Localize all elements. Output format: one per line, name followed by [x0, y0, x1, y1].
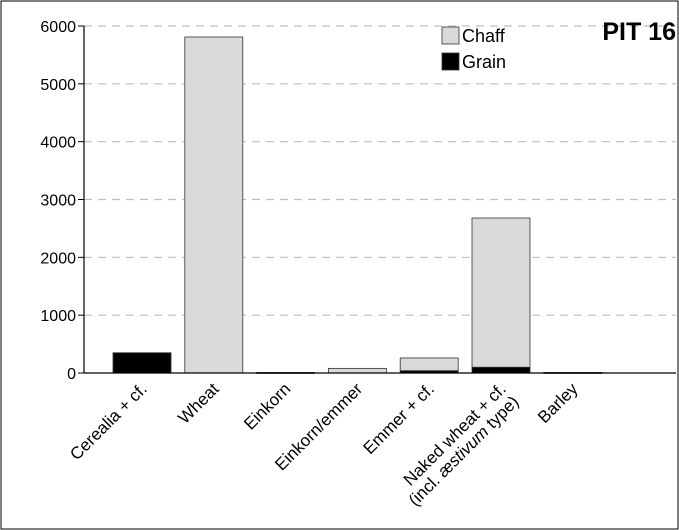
bar-chaff — [471, 217, 531, 368]
gridlines — [84, 25, 676, 316]
legend-swatch-grain — [441, 52, 460, 71]
y-tick-labels: 0 1000 2000 3000 4000 5000 6000 — [40, 19, 84, 383]
y-tick-label: 1000 — [40, 308, 76, 325]
y-tick-label: 3000 — [40, 193, 76, 210]
bar-grain — [471, 366, 531, 374]
y-tick-label: 0 — [67, 366, 76, 383]
y-tick-label: 2000 — [40, 250, 76, 267]
bar-chaff — [184, 36, 244, 374]
bar-chaff — [399, 357, 459, 372]
y-tick-label: 5000 — [40, 77, 76, 94]
legend-label-grain: Grain — [462, 52, 506, 72]
bar-grain — [112, 352, 172, 374]
bar-chaff — [327, 367, 387, 374]
y-tick-label: 4000 — [40, 135, 76, 152]
legend-label-chaff: Chaff — [462, 26, 506, 46]
legend: Chaff Grain — [441, 26, 506, 72]
y-tick-label: 6000 — [40, 19, 76, 36]
chart-title: PIT 16 — [602, 18, 676, 46]
legend-swatch-chaff — [441, 26, 460, 45]
